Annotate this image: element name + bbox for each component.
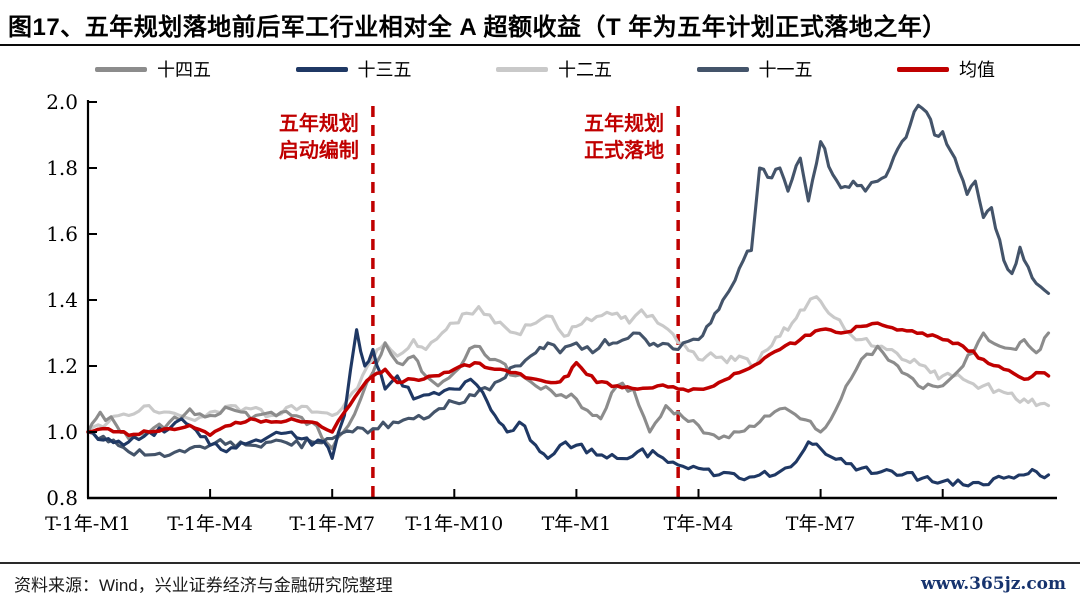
series-line-series-mean (86, 321, 1051, 438)
chart-svg: 0.8 1.0 1.2 1.4 1.6 1.8 2.0 T-1年-M1 T-1年-M4 T-1年-… (45, 90, 1057, 535)
excess-return-chart: 0.8 1.0 1.2 1.4 1.6 1.8 2.0 T-1年-M1 T-1年-M4 T-1年-… (0, 90, 1080, 562)
chart-title: 图17、五年规划落地前后军工行业相对全 A 超额收益（T 年为五年计划正式落地之… (8, 14, 947, 41)
legend-item-series-13th-5yp: 十三五 (295, 56, 412, 82)
y-tick-label: 1.8 (46, 156, 78, 180)
legend-swatch (496, 66, 548, 72)
y-tick-label: 1.4 (46, 288, 78, 312)
legend-item-series-14th-5yp: 十四五 (95, 56, 211, 82)
series-line-series-11th-5yp (86, 103, 1051, 459)
footer: 资料来源：Wind，兴业证券经济与金融研究院整理 www.365jz.com (0, 564, 1080, 603)
footer-divider (0, 562, 1080, 564)
legend-label: 均值 (959, 60, 995, 81)
legend-swatch (696, 66, 749, 72)
x-tick-label: T-1年-M4 (167, 513, 253, 535)
legend-swatch (897, 66, 949, 72)
x-tick-label: T-1年-M7 (289, 513, 375, 535)
series-line-series-12th-5yp (86, 295, 1051, 434)
legend-item-series-12th-5yp: 十二五 (496, 56, 612, 82)
y-tick-label: 1.0 (46, 420, 78, 444)
x-tick-label: T-1年-M1 (45, 513, 131, 535)
series-line-series-13th-5yp (86, 328, 1051, 488)
title-divider (0, 44, 1080, 46)
legend-label: 十三五 (357, 60, 412, 81)
x-tick-label: T年-M1 (542, 513, 612, 535)
x-tick-label: T年-M4 (664, 513, 734, 535)
legend-label: 十一五 (758, 60, 813, 81)
y-tick-label: 1.2 (46, 354, 78, 378)
annotation-plan-drafting-line2: 启动编制 (279, 138, 359, 162)
legend-item-series-mean: 均值 (897, 56, 995, 82)
legend-label: 十二五 (558, 60, 612, 81)
x-tick-label: T年-M10 (902, 513, 984, 535)
series-line-series-14th-5yp (86, 331, 1051, 451)
chart-legend: 十四五 十三五 十二五 十一五 均值 (0, 52, 1080, 86)
legend-swatch (295, 66, 348, 72)
legend-label: 十四五 (157, 60, 211, 81)
annotation-plan-launch-line1: 五年规划 (584, 111, 664, 135)
annotation-plan-drafting-line1: 五年规划 (279, 111, 359, 135)
y-tick-label: 2.0 (46, 90, 78, 114)
x-tick-label: T-1年-M10 (405, 513, 503, 535)
y-tick-label: 1.6 (46, 222, 78, 246)
y-tick-label: 0.8 (46, 486, 78, 510)
x-tick-label: T年-M7 (786, 513, 856, 535)
site-watermark: www.365jz.com (921, 573, 1066, 594)
legend-item-series-11th-5yp: 十一五 (696, 56, 813, 82)
annotation-plan-launch-line2: 正式落地 (584, 139, 664, 162)
legend-swatch (95, 66, 147, 72)
source-note: 资料来源：Wind，兴业证券经济与金融研究院整理 (14, 576, 393, 595)
